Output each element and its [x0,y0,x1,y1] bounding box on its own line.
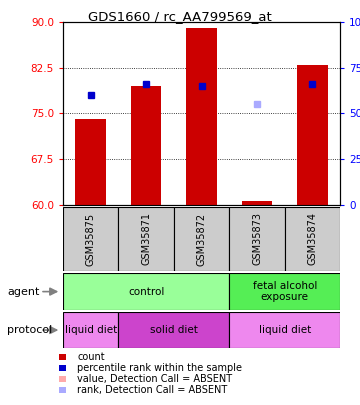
Text: GDS1660 / rc_AA799569_at: GDS1660 / rc_AA799569_at [88,10,272,23]
Text: control: control [128,287,165,296]
Bar [59,365,66,371]
Text: GSM35875: GSM35875 [86,212,96,266]
Bar [297,65,328,205]
Bar [229,207,285,271]
Text: solid diet: solid diet [150,325,198,335]
Text: liquid diet: liquid diet [64,325,117,335]
Text: protocol: protocol [7,325,53,335]
Text: liquid diet: liquid diet [258,325,311,335]
Bar [59,354,66,360]
Text: GSM35873: GSM35873 [252,213,262,265]
Text: fetal alcohol
exposure: fetal alcohol exposure [253,281,317,303]
Bar [285,207,340,271]
Bar [63,312,118,348]
Text: value, Detection Call = ABSENT: value, Detection Call = ABSENT [77,374,233,384]
Text: agent: agent [7,287,40,296]
Bar [229,273,340,310]
Bar [59,376,66,382]
Bar [174,207,229,271]
Text: GSM35871: GSM35871 [141,213,151,265]
Text: rank, Detection Call = ABSENT: rank, Detection Call = ABSENT [77,385,228,395]
Text: GSM35872: GSM35872 [197,212,207,266]
Bar [63,207,118,271]
Text: count: count [77,352,105,362]
Bar [63,273,229,310]
Bar [118,207,174,271]
Bar [186,28,217,205]
Bar [242,202,272,205]
Bar [59,387,66,393]
Bar [118,312,229,348]
Bar [76,119,106,205]
Text: GSM35874: GSM35874 [307,213,318,265]
Bar [229,312,340,348]
Bar [131,86,161,205]
Text: percentile rank within the sample: percentile rank within the sample [77,363,242,373]
